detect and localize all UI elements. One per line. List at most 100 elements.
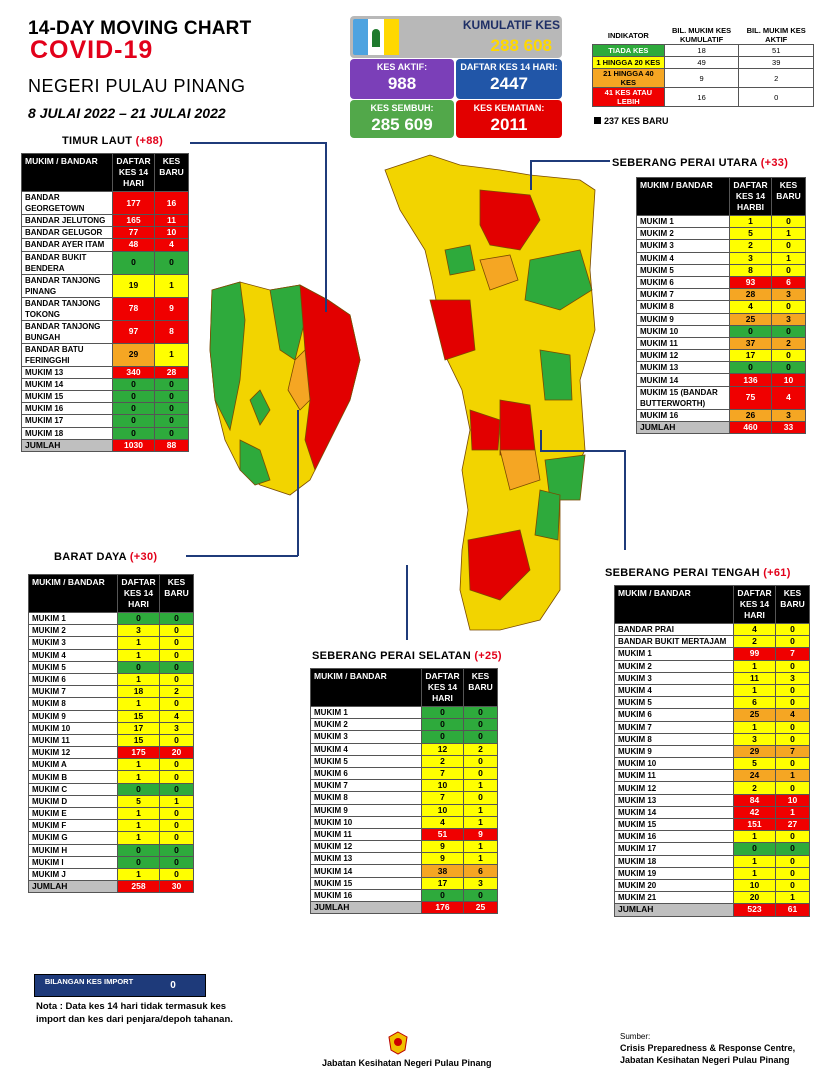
daftar-value: 84 <box>733 793 776 807</box>
baru-value: 0 <box>463 718 498 732</box>
mukim-name: MUKIM 3 <box>636 239 730 253</box>
total-label: JUMLAH <box>310 900 422 915</box>
mukim-name: MUKIM 14 <box>310 864 422 878</box>
daftar-value: 0 <box>112 402 155 416</box>
table-row: MUKIM 11 24 1 <box>614 769 810 783</box>
total-baru: 25 <box>463 900 498 915</box>
indicator-label: 1 HINGGA 20 KES <box>592 56 665 69</box>
daftar-value: 2 <box>421 754 464 768</box>
total-row: JUMLAH 176 25 <box>310 900 498 915</box>
table-row: BANDAR BUKIT BENDERA 0 0 <box>21 250 189 275</box>
table-row: MUKIM 10 4 1 <box>310 815 498 829</box>
daftar-value: 0 <box>421 888 464 903</box>
new-cases-text: 237 KES BARU <box>604 116 669 126</box>
baru-value: 1 <box>154 273 189 298</box>
table-row: MUKIM 12 175 20 <box>28 746 194 760</box>
baru-value: 1 <box>771 227 806 241</box>
baru-value: 4 <box>154 238 189 252</box>
baru-value: 0 <box>775 757 810 771</box>
table-row: MUKIM 16 1 0 <box>614 830 810 844</box>
source-line2: Jabatan Kesihatan Negeri Pulau Pinang <box>620 1055 790 1065</box>
column-header: MUKIM / BANDAR <box>310 668 422 707</box>
table-row: MUKIM 9 25 3 <box>636 312 806 326</box>
baru-value: 8 <box>154 319 189 344</box>
baru-value: 0 <box>154 377 189 391</box>
total-baru: 61 <box>775 903 810 917</box>
table-row: MUKIM 14 136 10 <box>636 373 806 387</box>
mukim-name: MUKIM I <box>28 855 118 869</box>
mukim-name: BANDAR TANJONG TOKONG <box>21 296 113 321</box>
island-map <box>209 281 361 496</box>
indicator-label: TIADA KES <box>592 44 665 57</box>
mukim-name: MUKIM 8 <box>636 300 730 314</box>
table-header-row: MUKIM / BANDAR DAFTAR KES 14 HARI KES BARU <box>28 574 194 613</box>
indicator-label: 21 HINGGA 40 KES <box>592 68 665 88</box>
daftar-value: 6 <box>733 696 776 710</box>
table-row: MUKIM 3 11 3 <box>614 671 810 685</box>
mukim-name: MUKIM 15 <box>21 389 113 404</box>
daftar-value: 18 <box>117 685 160 699</box>
kematian-box: KES KEMATIAN: 2011 <box>456 100 562 138</box>
table-barat-daya: MUKIM / BANDAR DAFTAR KES 14 HARI KES BARU… <box>28 574 194 894</box>
baru-value: 0 <box>463 754 498 768</box>
mukim-name: BANDAR BUKIT BENDERA <box>21 250 113 275</box>
mukim-name: MUKIM 1 <box>614 647 734 661</box>
daftar-value: 0 <box>729 324 772 338</box>
mukim-name: MUKIM 5 <box>28 660 118 674</box>
mukim-name: MUKIM 7 <box>310 779 422 793</box>
baru-value: 1 <box>463 852 498 866</box>
baru-value: 2 <box>159 685 194 699</box>
aktif-box: KES AKTIF: 988 <box>350 59 454 99</box>
column-header: MUKIM / BANDAR <box>636 177 730 216</box>
mukim-name: MUKIM 3 <box>28 636 118 650</box>
baru-value: 0 <box>775 696 810 710</box>
table-row: MUKIM 18 1 0 <box>614 854 810 868</box>
table-row: MUKIM 13 0 0 <box>636 361 806 375</box>
indicator-header: BIL. MUKIM KES AKTIF <box>746 26 806 44</box>
daftar-value: 340 <box>112 365 155 379</box>
daftar-value: 5 <box>117 794 160 809</box>
daftar-value: 1 <box>117 758 160 772</box>
aktif-value: 988 <box>387 74 417 93</box>
connector-line <box>540 430 542 450</box>
title-covid: COVID-19 <box>30 36 154 64</box>
daftar-value: 2 <box>729 239 772 253</box>
mukim-name: MUKIM 8 <box>28 697 118 711</box>
footer-dept: Jabatan Kesihatan Negeri Pulau Pinang <box>322 1058 492 1068</box>
mukim-name: MUKIM 9 <box>636 312 730 326</box>
daftar-value: 1 <box>117 806 160 821</box>
baru-value: 0 <box>771 324 806 338</box>
mukim-name: MUKIM 4 <box>310 742 422 756</box>
baru-value: 10 <box>775 793 810 807</box>
baru-value: 7 <box>775 744 810 759</box>
section-title-spu: SEBERANG PERAI UTARA (+33) <box>612 157 789 169</box>
mukim-name: MUKIM E <box>28 806 118 821</box>
total-row: JUMLAH 258 30 <box>28 880 194 894</box>
mukim-name: MUKIM 11 <box>310 827 422 842</box>
baru-value: 0 <box>159 636 194 650</box>
table-row: MUKIM 16 26 3 <box>636 408 806 422</box>
mukim-name: BANDAR GELUGOR <box>21 226 113 240</box>
baru-value: 0 <box>775 635 810 649</box>
daftar-value: 9 <box>421 840 464 854</box>
column-header: MUKIM / BANDAR <box>28 574 118 613</box>
table-row: MUKIM 10 5 0 <box>614 757 810 771</box>
daftar-value: 177 <box>112 191 155 215</box>
mukim-name: MUKIM 12 <box>28 746 118 760</box>
baru-value: 28 <box>154 365 189 379</box>
baru-value: 9 <box>154 296 189 321</box>
daftar-value: 77 <box>112 226 155 240</box>
mukim-name: MUKIM 9 <box>614 744 734 759</box>
total-label: JUMLAH <box>636 420 730 435</box>
kumulatif-label: KUMULATIF KES <box>462 18 560 32</box>
table-row: BANDAR TANJONG TOKONG 78 9 <box>21 296 189 321</box>
daftar-value: 1 <box>117 672 160 687</box>
column-header: DAFTAR KES 14 HARI <box>112 153 155 192</box>
mukim-name: MUKIM 20 <box>614 878 734 893</box>
